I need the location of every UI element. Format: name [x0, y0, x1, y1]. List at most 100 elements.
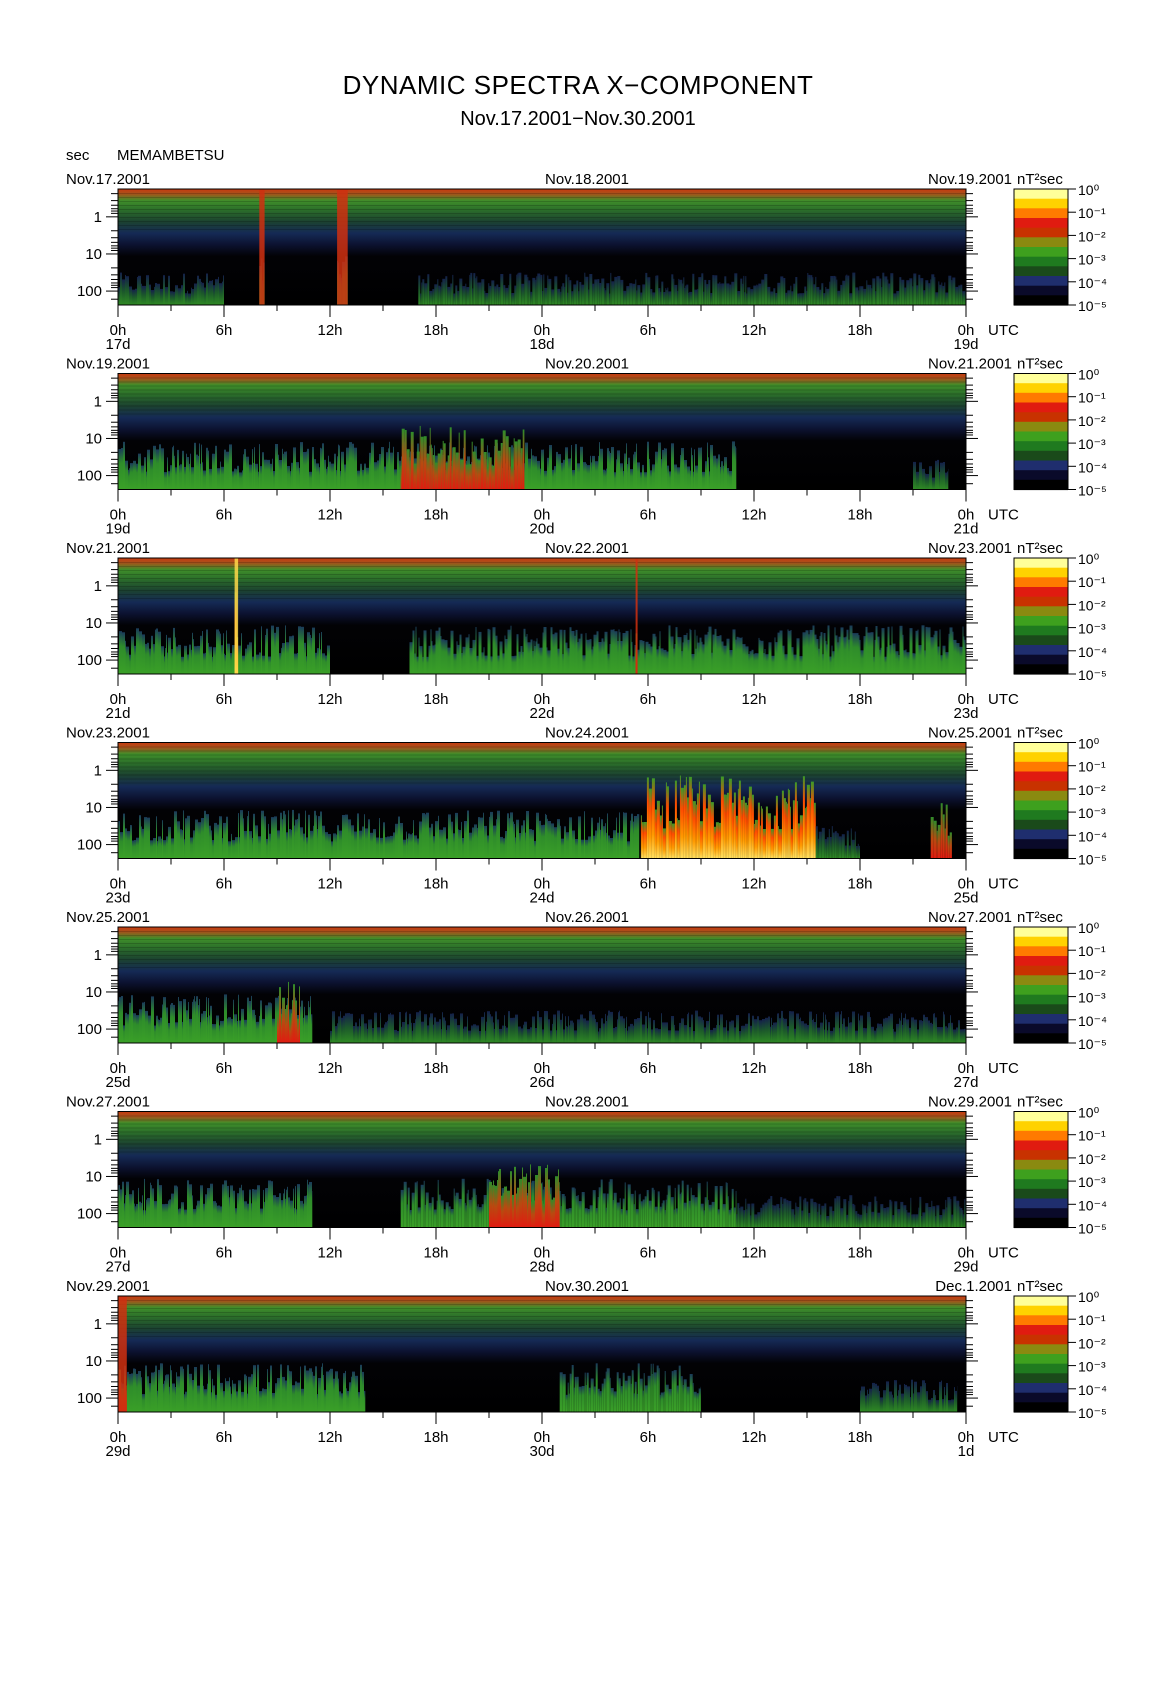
colorbar-segment — [1014, 237, 1068, 248]
x-tick-label: 6h — [216, 691, 233, 708]
x-tick-label: 12h — [741, 322, 766, 339]
colorbar-segment — [1014, 1179, 1068, 1190]
y-tick-label: 100 — [77, 468, 102, 485]
day-label: 23d — [953, 705, 978, 722]
colorbar-segment — [1014, 1150, 1068, 1161]
x-tick-label: 0h — [110, 507, 127, 524]
panel-date-mid: Nov.24.2001 — [545, 725, 629, 742]
y-tick-label: 1 — [94, 209, 102, 226]
day-label: 27d — [105, 1259, 130, 1276]
colorbar-segment — [1014, 1033, 1068, 1044]
activity-low — [913, 459, 949, 490]
day-label: 22d — [529, 705, 554, 722]
colorbar-tick-label: 10⁻¹ — [1078, 943, 1106, 959]
y-tick-label: 1 — [94, 1131, 102, 1148]
colorbar: 10⁰ 10⁻¹ 10⁻² 10⁻³ 10⁻⁴ 10⁻⁵ nT²sec — [1013, 356, 1107, 499]
panel-date-left: Nov.19.2001 — [66, 356, 150, 373]
colorbar-tick-label: 10⁻¹ — [1078, 1128, 1106, 1144]
colorbar-segment — [1014, 985, 1068, 996]
colorbar-segment — [1014, 645, 1068, 656]
x-tick-label: 0h — [534, 322, 551, 339]
colorbar-segment — [1014, 596, 1068, 607]
colorbar-segment — [1014, 208, 1068, 219]
y-tick-label: 10 — [85, 799, 102, 816]
x-tick-label: 6h — [640, 691, 657, 708]
activity-intense — [640, 775, 816, 859]
x-tick-label: 6h — [640, 322, 657, 339]
colorbar-tick-label: 10⁻² — [1078, 413, 1106, 429]
colorbar-segment — [1014, 635, 1068, 646]
colorbar-tick-label: 10⁻³ — [1078, 621, 1106, 637]
x-tick-label: 0h — [534, 1429, 551, 1446]
colorbar-tick-label: 10⁻³ — [1078, 1359, 1106, 1375]
spike-line — [234, 558, 239, 674]
activity-moderate — [118, 809, 640, 859]
colorbar-unit-label: nT²sec — [1017, 909, 1063, 926]
colorbar-segment — [1014, 247, 1068, 258]
colorbar: 10⁰ 10⁻¹ 10⁻² 10⁻³ 10⁻⁴ 10⁻⁵ nT²sec — [1013, 540, 1107, 683]
x-tick-label: 12h — [317, 507, 342, 524]
x-tick-label: 18h — [423, 1060, 448, 1077]
colorbar-tick-label: 10⁻¹ — [1078, 390, 1106, 406]
colorbar-segment — [1014, 441, 1068, 452]
panel-date-right: Nov.29.2001 — [928, 1094, 1012, 1111]
x-tick-label: 0h — [958, 1245, 975, 1262]
colorbar-tick-label: 10⁻⁵ — [1078, 852, 1107, 868]
colorbar-segment — [1014, 1208, 1068, 1219]
colorbar-tick-label: 10⁻⁵ — [1078, 1036, 1107, 1052]
colorbar-tick-label: 10⁻³ — [1078, 805, 1106, 821]
y-tick-label: 10 — [85, 1353, 102, 1370]
x-tick-label: 18h — [847, 691, 872, 708]
x-tick-label: 6h — [216, 322, 233, 339]
x-tick-label: 18h — [423, 691, 448, 708]
colorbar-segment — [1014, 1392, 1068, 1403]
colorbar-segment — [1014, 1325, 1068, 1336]
x-tick-label: 6h — [640, 507, 657, 524]
day-label: 27d — [953, 1074, 978, 1091]
activity-low — [330, 1010, 966, 1043]
spectrogram-panel-6: Nov.27.2001 Nov.28.2001 Nov.29.2001 1 10 100 0… — [66, 1094, 1107, 1276]
activity-strong — [635, 558, 638, 674]
activity-low — [418, 272, 966, 305]
x-tick-label: 6h — [216, 1060, 233, 1077]
colorbar-segment — [1014, 421, 1068, 433]
activity-moderate — [118, 994, 313, 1043]
x-tick-label: 0h — [534, 1245, 551, 1262]
colorbar-segment — [1014, 946, 1068, 957]
colorbar-segment — [1014, 1159, 1068, 1171]
colorbar-tick-label: 10⁻¹ — [1078, 759, 1106, 775]
x-tick-label: 12h — [317, 876, 342, 893]
colorbar-unit-label: nT²sec — [1017, 725, 1063, 742]
colorbar-tick-label: 10⁰ — [1078, 367, 1100, 383]
x-tick-label: 6h — [640, 876, 657, 893]
panel-date-mid: Nov.30.2001 — [545, 1278, 629, 1295]
colorbar-segment — [1014, 383, 1068, 394]
x-tick-label: 0h — [110, 1429, 127, 1446]
y-tick-label: 10 — [85, 246, 102, 263]
activity-moderate — [259, 189, 265, 305]
colorbar: 10⁰ 10⁻¹ 10⁻² 10⁻³ 10⁻⁴ 10⁻⁵ nT²sec — [1013, 1278, 1107, 1421]
x-tick-label: 12h — [741, 876, 766, 893]
x-tick-label: 0h — [534, 507, 551, 524]
colorbar-tick-label: 10⁻⁴ — [1078, 644, 1107, 660]
colorbar-segment — [1014, 742, 1068, 753]
day-label: 17d — [105, 336, 130, 353]
colorbar-frame — [1013, 1111, 1069, 1228]
colorbar-frame — [1013, 557, 1069, 675]
colorbar-segment — [1014, 276, 1068, 287]
colorbar-tick-label: 10⁻⁴ — [1078, 828, 1107, 844]
colorbar-segment — [1014, 761, 1068, 773]
panel-date-left: Nov.23.2001 — [66, 725, 150, 742]
colorbar-tick-label: 10⁻⁴ — [1078, 1197, 1107, 1213]
y-tick-label: 1 — [94, 393, 102, 410]
x-tick-label: 0h — [110, 1245, 127, 1262]
spike-line — [635, 558, 638, 674]
colorbar-tick-label: 10⁻¹ — [1078, 205, 1106, 221]
x-tick-label: 12h — [741, 691, 766, 708]
colorbar-segment — [1014, 752, 1068, 763]
panel-date-mid: Nov.28.2001 — [545, 1094, 629, 1111]
colorbar-segment — [1014, 936, 1068, 947]
y-tick-label: 100 — [77, 652, 102, 669]
y-tick-label: 1 — [94, 947, 102, 964]
day-label: 18d — [529, 336, 554, 353]
